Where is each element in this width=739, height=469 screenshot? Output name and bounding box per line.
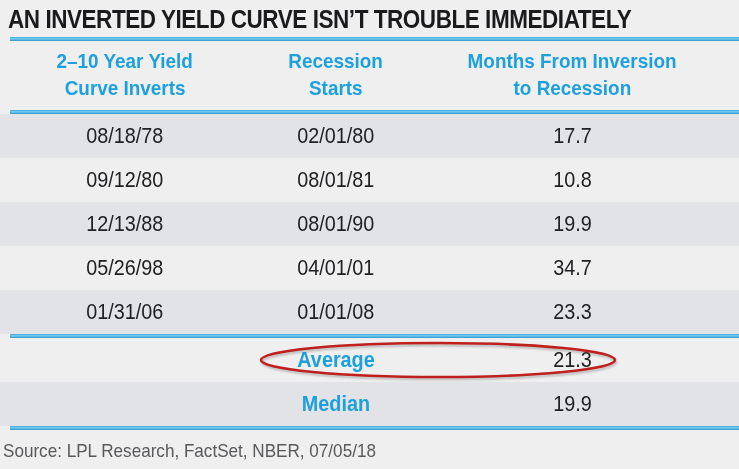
header-line: Recession (289, 47, 384, 74)
average-label: Average (250, 347, 422, 373)
summary-row-median: Median 19.9 (0, 382, 739, 426)
average-value: 21.3 (422, 347, 739, 373)
cell-months: 34.7 (422, 255, 739, 281)
header-line: Curve Inverts (65, 74, 186, 101)
cell-recession-start: 08/01/81 (250, 167, 422, 193)
median-label: Median (250, 391, 422, 417)
cell-text: 12/13/88 (86, 211, 163, 237)
cell-recession-start: 04/01/01 (250, 255, 422, 281)
cell-inversion-date: 12/13/88 (0, 211, 250, 237)
table-header-row: 2–10 Year Yield Curve Inverts Recession … (0, 41, 739, 110)
cell-text: 09/12/80 (86, 167, 163, 193)
cell-inversion-date: 01/31/06 (0, 299, 250, 325)
source-text: Source: LPL Research, FactSet, NBER, 07/… (3, 440, 376, 462)
cell-inversion-date: 08/18/78 (0, 123, 250, 149)
cell-text: 19.9 (553, 391, 592, 417)
cell-months: 17.7 (422, 123, 739, 149)
cell-text: Median (302, 391, 370, 417)
figure-title-text: AN INVERTED YIELD CURVE ISN’T TROUBLE IM… (8, 5, 631, 34)
cell-text: 08/01/81 (297, 167, 374, 193)
cell-months: 10.8 (422, 167, 739, 193)
median-value: 19.9 (422, 391, 739, 417)
header-line: 2–10 Year Yield (57, 47, 193, 74)
cell-inversion-date: 05/26/98 (0, 255, 250, 281)
cell-text: 17.7 (553, 123, 592, 149)
cell-recession-start: 08/01/90 (250, 211, 422, 237)
cell-text: 05/26/98 (86, 255, 163, 281)
table-row: 01/31/06 01/01/08 23.3 (0, 290, 739, 334)
figure-title: AN INVERTED YIELD CURVE ISN’T TROUBLE IM… (0, 0, 739, 37)
cell-text: 02/01/80 (297, 123, 374, 149)
cell-text: 23.3 (553, 299, 592, 325)
column-header-yield-curve-inverts: 2–10 Year Yield Curve Inverts (0, 47, 250, 110)
cell-text: 08/18/78 (86, 123, 163, 149)
cell-inversion-date: 09/12/80 (0, 167, 250, 193)
cell-text: 01/01/08 (297, 299, 374, 325)
cell-text: 21.3 (553, 347, 592, 373)
header-line: Months From Inversion (468, 47, 677, 74)
cell-text: 10.8 (553, 167, 592, 193)
table-row: 12/13/88 08/01/90 19.9 (0, 202, 739, 246)
summary-row-average: Average 21.3 (0, 338, 739, 382)
column-header-recession-starts: Recession Starts (250, 47, 422, 110)
cell-recession-start: 02/01/80 (250, 123, 422, 149)
cell-months: 23.3 (422, 299, 739, 325)
source-note: Source: LPL Research, FactSet, NBER, 07/… (0, 430, 739, 462)
table-figure: AN INVERTED YIELD CURVE ISN’T TROUBLE IM… (0, 0, 739, 469)
cell-text: 34.7 (553, 255, 592, 281)
column-header-months-to-recession: Months From Inversion to Recession (422, 47, 739, 110)
cell-recession-start: 01/01/08 (250, 299, 422, 325)
table-row: 08/18/78 02/01/80 17.7 (0, 114, 739, 158)
cell-text: 19.9 (553, 211, 592, 237)
table-row: 05/26/98 04/01/01 34.7 (0, 246, 739, 290)
cell-text: Average (297, 347, 374, 373)
cell-text: 04/01/01 (297, 255, 374, 281)
table-row: 09/12/80 08/01/81 10.8 (0, 158, 739, 202)
cell-months: 19.9 (422, 211, 739, 237)
header-line: Starts (309, 74, 363, 101)
cell-text: 01/31/06 (86, 299, 163, 325)
header-line: to Recession (514, 74, 632, 101)
cell-text: 08/01/90 (297, 211, 374, 237)
